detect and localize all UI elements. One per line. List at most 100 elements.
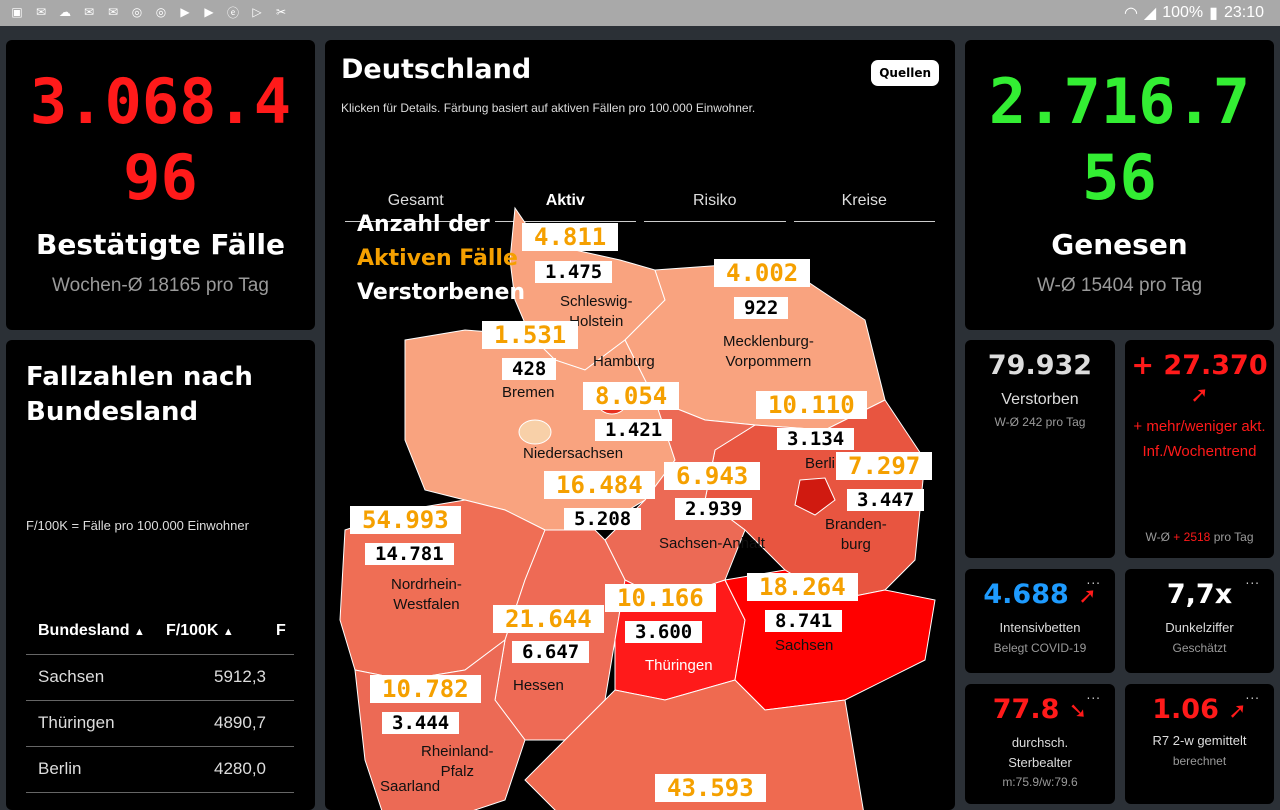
sort-icon: ▲ xyxy=(134,625,145,638)
r-value-card[interactable]: ... 1.06 ➚ R7 2-w gemittelt berechnet xyxy=(1125,684,1274,804)
label-deaths-niedersachsen: 1.421 xyxy=(595,419,673,441)
more-icon[interactable]: ... xyxy=(1245,688,1260,702)
label-active-thueringen: 10.166 xyxy=(605,584,716,612)
trend-down-arrow-icon: ➘ xyxy=(1068,699,1088,724)
table-cell-value: 4890,7 xyxy=(214,713,266,732)
name-brandenburg: Branden-burg xyxy=(825,516,887,553)
battery-percent: 100% xyxy=(1162,4,1204,21)
tab-kreise[interactable]: Kreise xyxy=(793,180,935,222)
tab-aktiv[interactable]: Aktiv xyxy=(494,180,636,222)
confirmed-cases-card[interactable]: 3.068.4 96 Bestätigte Fälle Wochen-Ø 181… xyxy=(6,40,315,330)
recovered-subtitle: W-Ø 15404 pro Tag xyxy=(1036,275,1203,296)
column-header-bundesland[interactable]: Bundesland ▲ xyxy=(38,621,145,639)
name-rheinland-pfalz: Rheinland- Pfalz xyxy=(421,743,494,780)
dark-figure-subtitle: Geschätzt xyxy=(1172,641,1227,655)
trend-up-arrow-icon: ➚ xyxy=(1228,699,1247,724)
label-deaths-berlin: 3.134 xyxy=(777,428,855,450)
map-title: Deutschland xyxy=(341,54,532,85)
name-bremen: Bremen xyxy=(502,384,555,401)
label-deaths-sachsen-anhalt: 2.939 xyxy=(675,498,753,520)
legend-deaths-label: Verstorbenen xyxy=(357,280,526,305)
recovered-number: 2.716.7 56 xyxy=(965,64,1274,216)
sources-button[interactable]: Quellen xyxy=(871,60,939,86)
column-header-f100k[interactable]: F/100K ▲ xyxy=(166,621,234,639)
r-value-subtitle: berechnet xyxy=(1172,754,1227,768)
dark-figure-number: 7,7x xyxy=(1166,579,1233,610)
label-active-schleswig-holstein: 4.811 xyxy=(522,223,619,251)
confirmed-cases-number: 3.068.4 96 xyxy=(6,64,315,216)
play-store-icon: ▷ xyxy=(252,5,262,19)
label-deaths-schleswig-holstein: 1.475 xyxy=(535,261,613,283)
mail-icon: ✉ xyxy=(83,5,95,19)
name-mecklenburg-vorpommern: Mecklenburg- Vorpommern xyxy=(723,333,814,370)
more-icon[interactable]: ... xyxy=(1086,573,1101,587)
sort-icon: ▲ xyxy=(222,625,234,638)
label-active-mecklenburg: 4.002 xyxy=(714,259,811,287)
deaths-number: 79.932 xyxy=(987,350,1093,381)
more-icon[interactable]: ... xyxy=(1086,688,1101,702)
recovered-title: Genesen xyxy=(1051,228,1188,261)
label-active-sachsen: 18.264 xyxy=(747,573,858,601)
recovered-card[interactable]: 2.716.7 56 Genesen W-Ø 15404 pro Tag xyxy=(965,40,1274,330)
name-thueringen: Thüringen xyxy=(645,657,713,674)
label-active-berlin: 10.110 xyxy=(756,391,867,419)
table-cell-value: 5912,3 xyxy=(214,667,266,686)
trend-number: + 27.370 xyxy=(1131,350,1268,381)
dark-figure-title: Dunkelziffer xyxy=(1165,620,1234,635)
icu-title: Intensivbetten xyxy=(999,620,1081,635)
image-icon: ▣ xyxy=(11,5,23,19)
trend-title: + mehr/weniger akt. Inf./Wochentrend xyxy=(1133,418,1266,460)
battery-icon: ▮ xyxy=(1209,5,1218,22)
label-active-nrw: 54.993 xyxy=(350,506,461,534)
label-deaths-hessen: 6.647 xyxy=(512,641,590,663)
column-header-f[interactable]: F xyxy=(276,621,286,639)
table-row[interactable]: Berlin 4280,0 1 xyxy=(26,746,294,792)
label-deaths-thueringen: 3.600 xyxy=(625,621,703,643)
label-active-hessen: 21.644 xyxy=(493,605,604,633)
icu-card[interactable]: ... 4.688 ➚ Intensivbetten Belegt COVID-… xyxy=(965,569,1115,673)
r-value-title: R7 2-w gemittelt xyxy=(1152,733,1247,748)
state-berlin[interactable] xyxy=(794,477,836,516)
state-bremen[interactable] xyxy=(518,419,552,445)
deaths-title: Verstorben xyxy=(1001,391,1079,408)
youtube-icon: ▶ xyxy=(180,5,190,19)
label-active-unnamed: 16.484 xyxy=(544,471,655,499)
table-row[interactable]: Sachsen 5912,3 2 xyxy=(26,654,294,700)
dark-figure-card[interactable]: ... 7,7x Dunkelziffer Geschätzt xyxy=(1125,569,1274,673)
state-table-note: F/100K = Fälle pro 100.000 Einwohner xyxy=(26,518,249,533)
state-table-card: Fallzahlen nach Bundesland F/100K = Fäll… xyxy=(6,340,315,810)
signal-icon: ◢ xyxy=(1143,5,1157,22)
label-active-sachsen-anhalt: 6.943 xyxy=(664,462,761,490)
table-cell-extra: 2 xyxy=(276,654,294,700)
cloud-icon: ☁ xyxy=(59,5,71,19)
trend-card[interactable]: + 27.370 ➚ + mehr/weniger akt. Inf./Woch… xyxy=(1125,340,1274,558)
name-nordrhein-westfalen: Nordrhein- Westfalen xyxy=(391,576,462,613)
sync-icon: ◎ xyxy=(155,5,167,19)
label-deaths-mecklenburg: 922 xyxy=(734,297,789,319)
name-sachsen-anhalt: Sachsen-Anhalt xyxy=(659,535,765,552)
label-deaths-unnamed: 5.208 xyxy=(564,508,642,530)
table-cell-extra: 1 xyxy=(276,700,294,746)
death-age-card[interactable]: ... 77.8 ➘ durchsch. Sterbealter m:75.9/… xyxy=(965,684,1115,804)
label-deaths-rheinland-pfalz: 3.444 xyxy=(382,712,460,734)
death-age-title: durchsch. Sterbealter xyxy=(1008,735,1072,770)
tools-icon: ✂ xyxy=(275,5,287,19)
more-icon[interactable]: ... xyxy=(1245,573,1260,587)
label-active-bremen: 1.531 xyxy=(482,321,579,349)
state-table-title: Fallzahlen nach Bundesland xyxy=(26,362,253,427)
legend-active-label: Aktiven Fälle xyxy=(357,246,518,271)
label-active-rheinland-pfalz: 10.782 xyxy=(370,675,481,703)
table-cell-extra: 1 xyxy=(276,746,294,792)
tab-risiko[interactable]: Risiko xyxy=(644,180,786,222)
table-cell-state: Berlin xyxy=(38,759,82,778)
name-sachsen: Sachsen xyxy=(775,637,834,654)
name-hamburg: Hamburg xyxy=(593,353,655,370)
clock: 23:10 xyxy=(1223,4,1264,21)
name-niedersachsen: Niedersachsen xyxy=(523,445,624,462)
table-row[interactable]: Thüringen 4890,7 1 xyxy=(26,700,294,746)
tab-gesamt[interactable]: Gesamt xyxy=(345,180,487,222)
name-berlin: Berlin xyxy=(805,455,844,472)
death-age-number: 77.8 ➘ xyxy=(992,694,1088,725)
deaths-card[interactable]: 79.932 Verstorben W-Ø 242 pro Tag xyxy=(965,340,1115,558)
trend-up-arrow-icon: ➚ xyxy=(1078,584,1097,609)
